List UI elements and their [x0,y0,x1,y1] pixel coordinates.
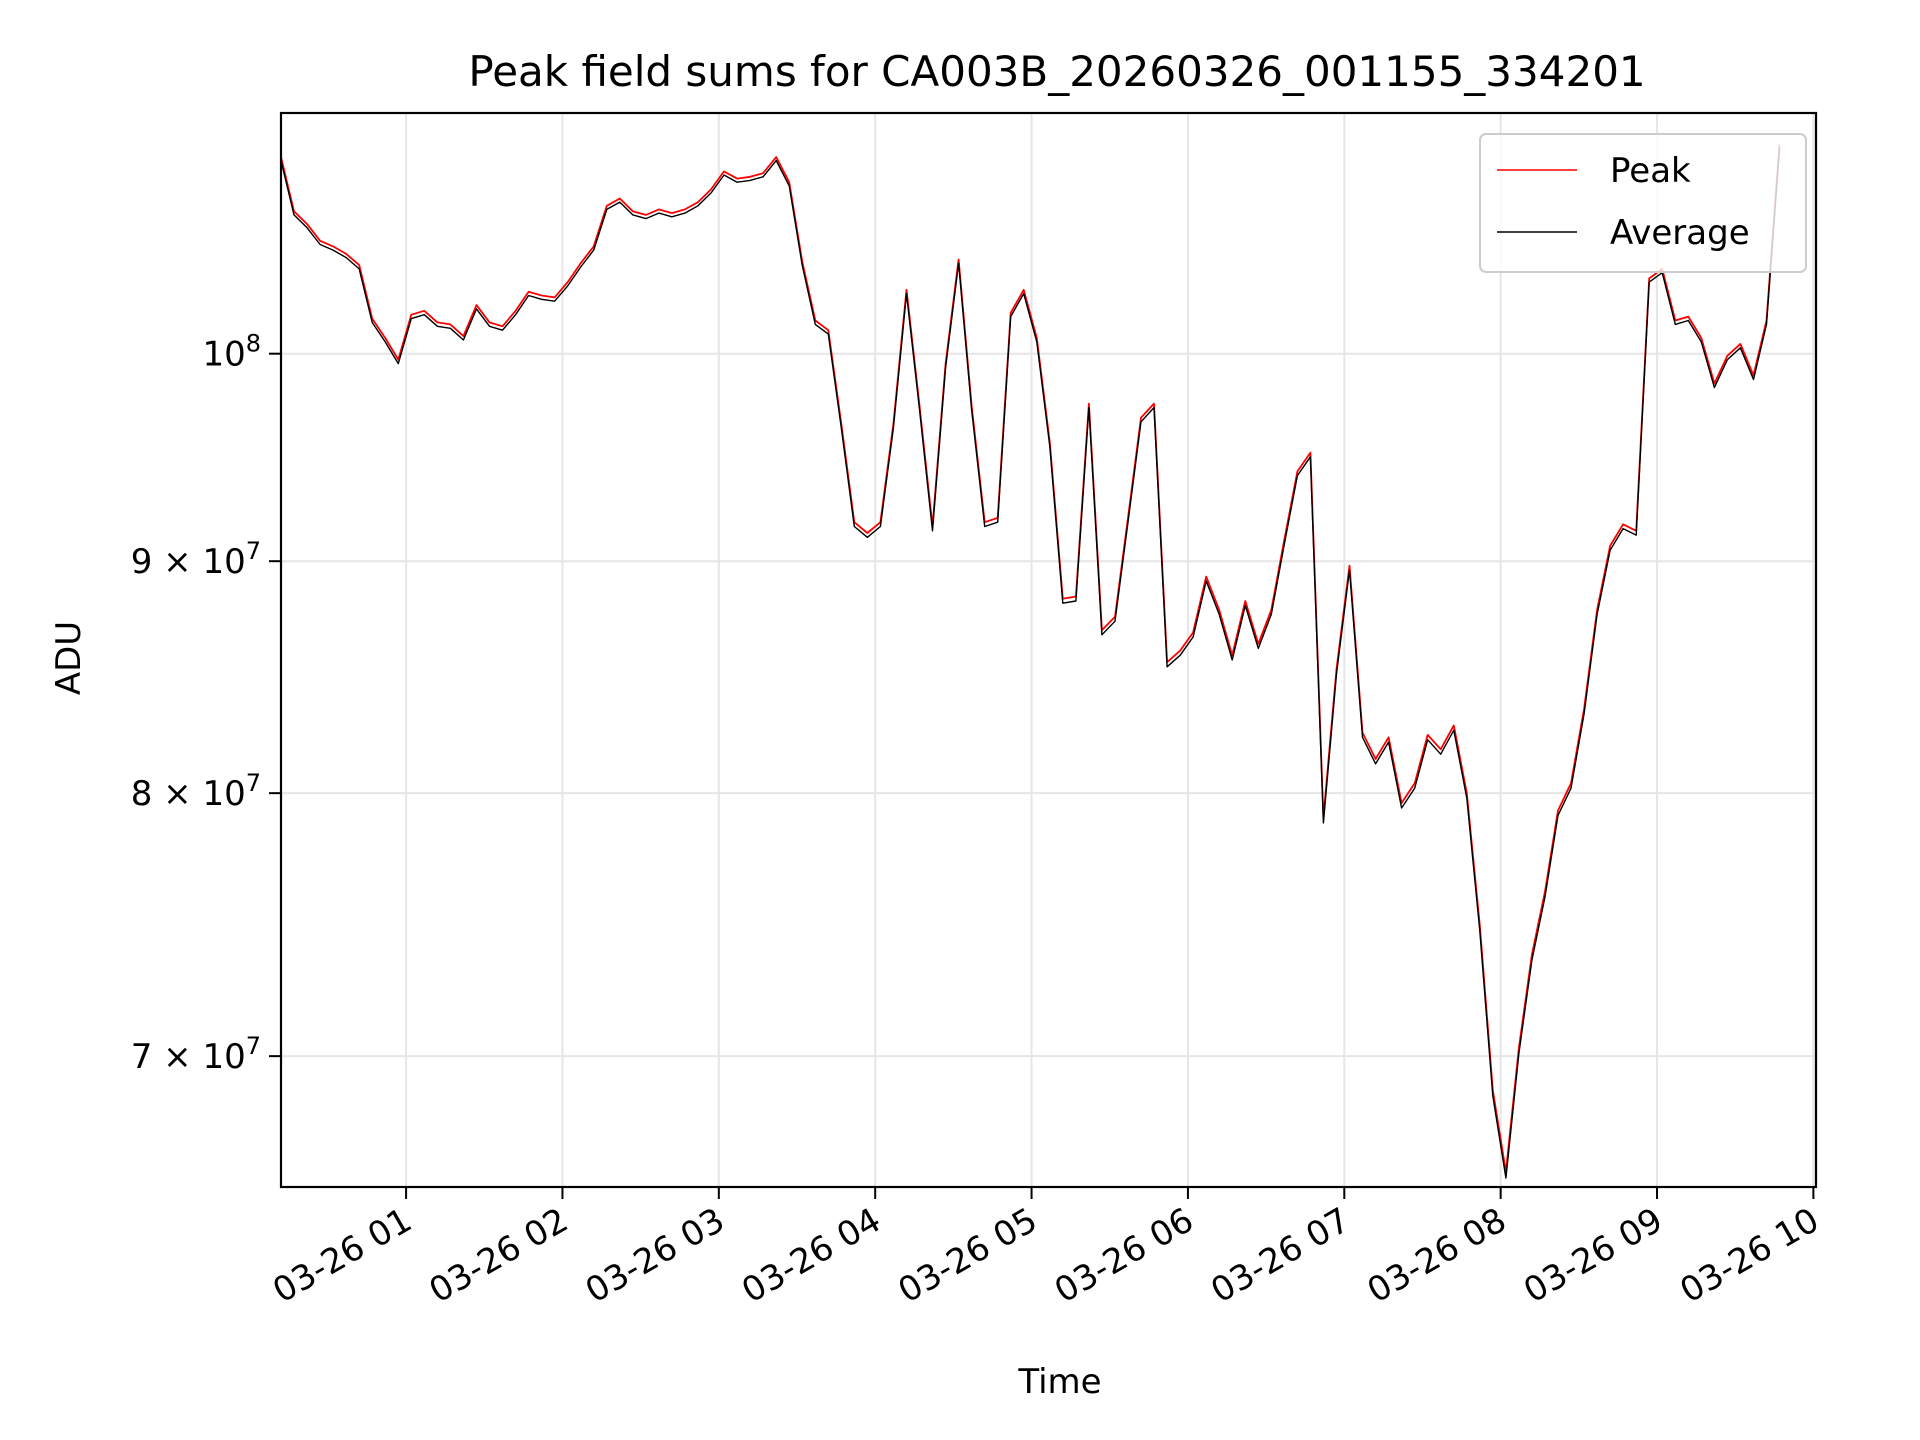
y-tick-label: 108 [202,330,261,375]
x-axis-label: Time [1017,1362,1101,1402]
series-line-peak [280,144,1781,1173]
legend-label-peak: Peak [1610,151,1691,191]
legend: Peak Average [1479,133,1807,273]
plot-frame [279,111,1818,1189]
grid-lines [281,113,1816,1187]
y-tick-label: 7 × 107 [131,1032,261,1077]
series-line-average [280,148,1781,1179]
plot-lines [280,144,1781,1179]
chart-title: Peak field sums for CA003B_20260326_0011… [468,47,1645,96]
y-axis-ticks: 108 9 × 107 8 × 107 7 × 107 [131,330,281,1077]
y-tick-label: 9 × 107 [131,537,261,582]
y-axis-label: ADU [49,621,89,695]
legend-label-average: Average [1610,213,1750,253]
y-tick-label: 8 × 107 [131,769,261,814]
legend-box [1479,133,1807,273]
